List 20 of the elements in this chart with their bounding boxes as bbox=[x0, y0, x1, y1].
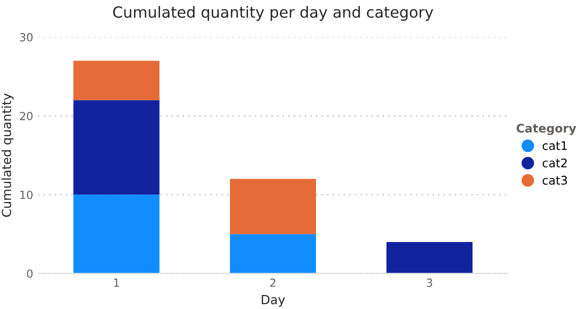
y-tick-label: 20 bbox=[20, 112, 33, 120]
y-tick-label: 30 bbox=[20, 33, 33, 42]
chart-title: Cumulated quantity per day and category bbox=[113, 6, 434, 21]
legend-label: cat2 bbox=[542, 158, 567, 168]
legend-label: cat3 bbox=[542, 176, 567, 185]
x-tick-label: 2 bbox=[270, 278, 276, 287]
x-tick-label: 1 bbox=[114, 278, 119, 287]
legend-label: cat1 bbox=[542, 141, 567, 150]
y-tick-label: 0 bbox=[26, 269, 33, 278]
y-tick-label: 10 bbox=[20, 190, 33, 200]
legend-title: Category bbox=[516, 124, 576, 136]
x-axis-title: Day bbox=[262, 295, 285, 307]
bar bbox=[230, 178, 316, 234]
x-tick-label: 3 bbox=[426, 278, 432, 287]
bar bbox=[230, 234, 316, 274]
bar bbox=[386, 242, 473, 274]
bar bbox=[73, 100, 160, 195]
bar bbox=[73, 60, 160, 100]
y-axis-title: Cumulated quantity bbox=[2, 93, 14, 217]
bar bbox=[73, 194, 160, 274]
